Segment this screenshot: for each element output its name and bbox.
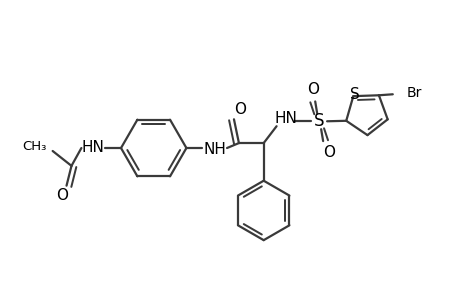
Text: O: O xyxy=(322,146,334,160)
Text: NH: NH xyxy=(203,142,226,157)
Text: O: O xyxy=(56,188,68,203)
Text: S: S xyxy=(313,112,324,130)
Text: O: O xyxy=(233,102,246,117)
Text: S: S xyxy=(350,87,359,102)
Text: HN: HN xyxy=(274,111,296,126)
Text: Br: Br xyxy=(406,86,421,100)
Text: HN: HN xyxy=(82,140,105,154)
Text: O: O xyxy=(307,82,319,97)
Text: CH₃: CH₃ xyxy=(22,140,47,152)
